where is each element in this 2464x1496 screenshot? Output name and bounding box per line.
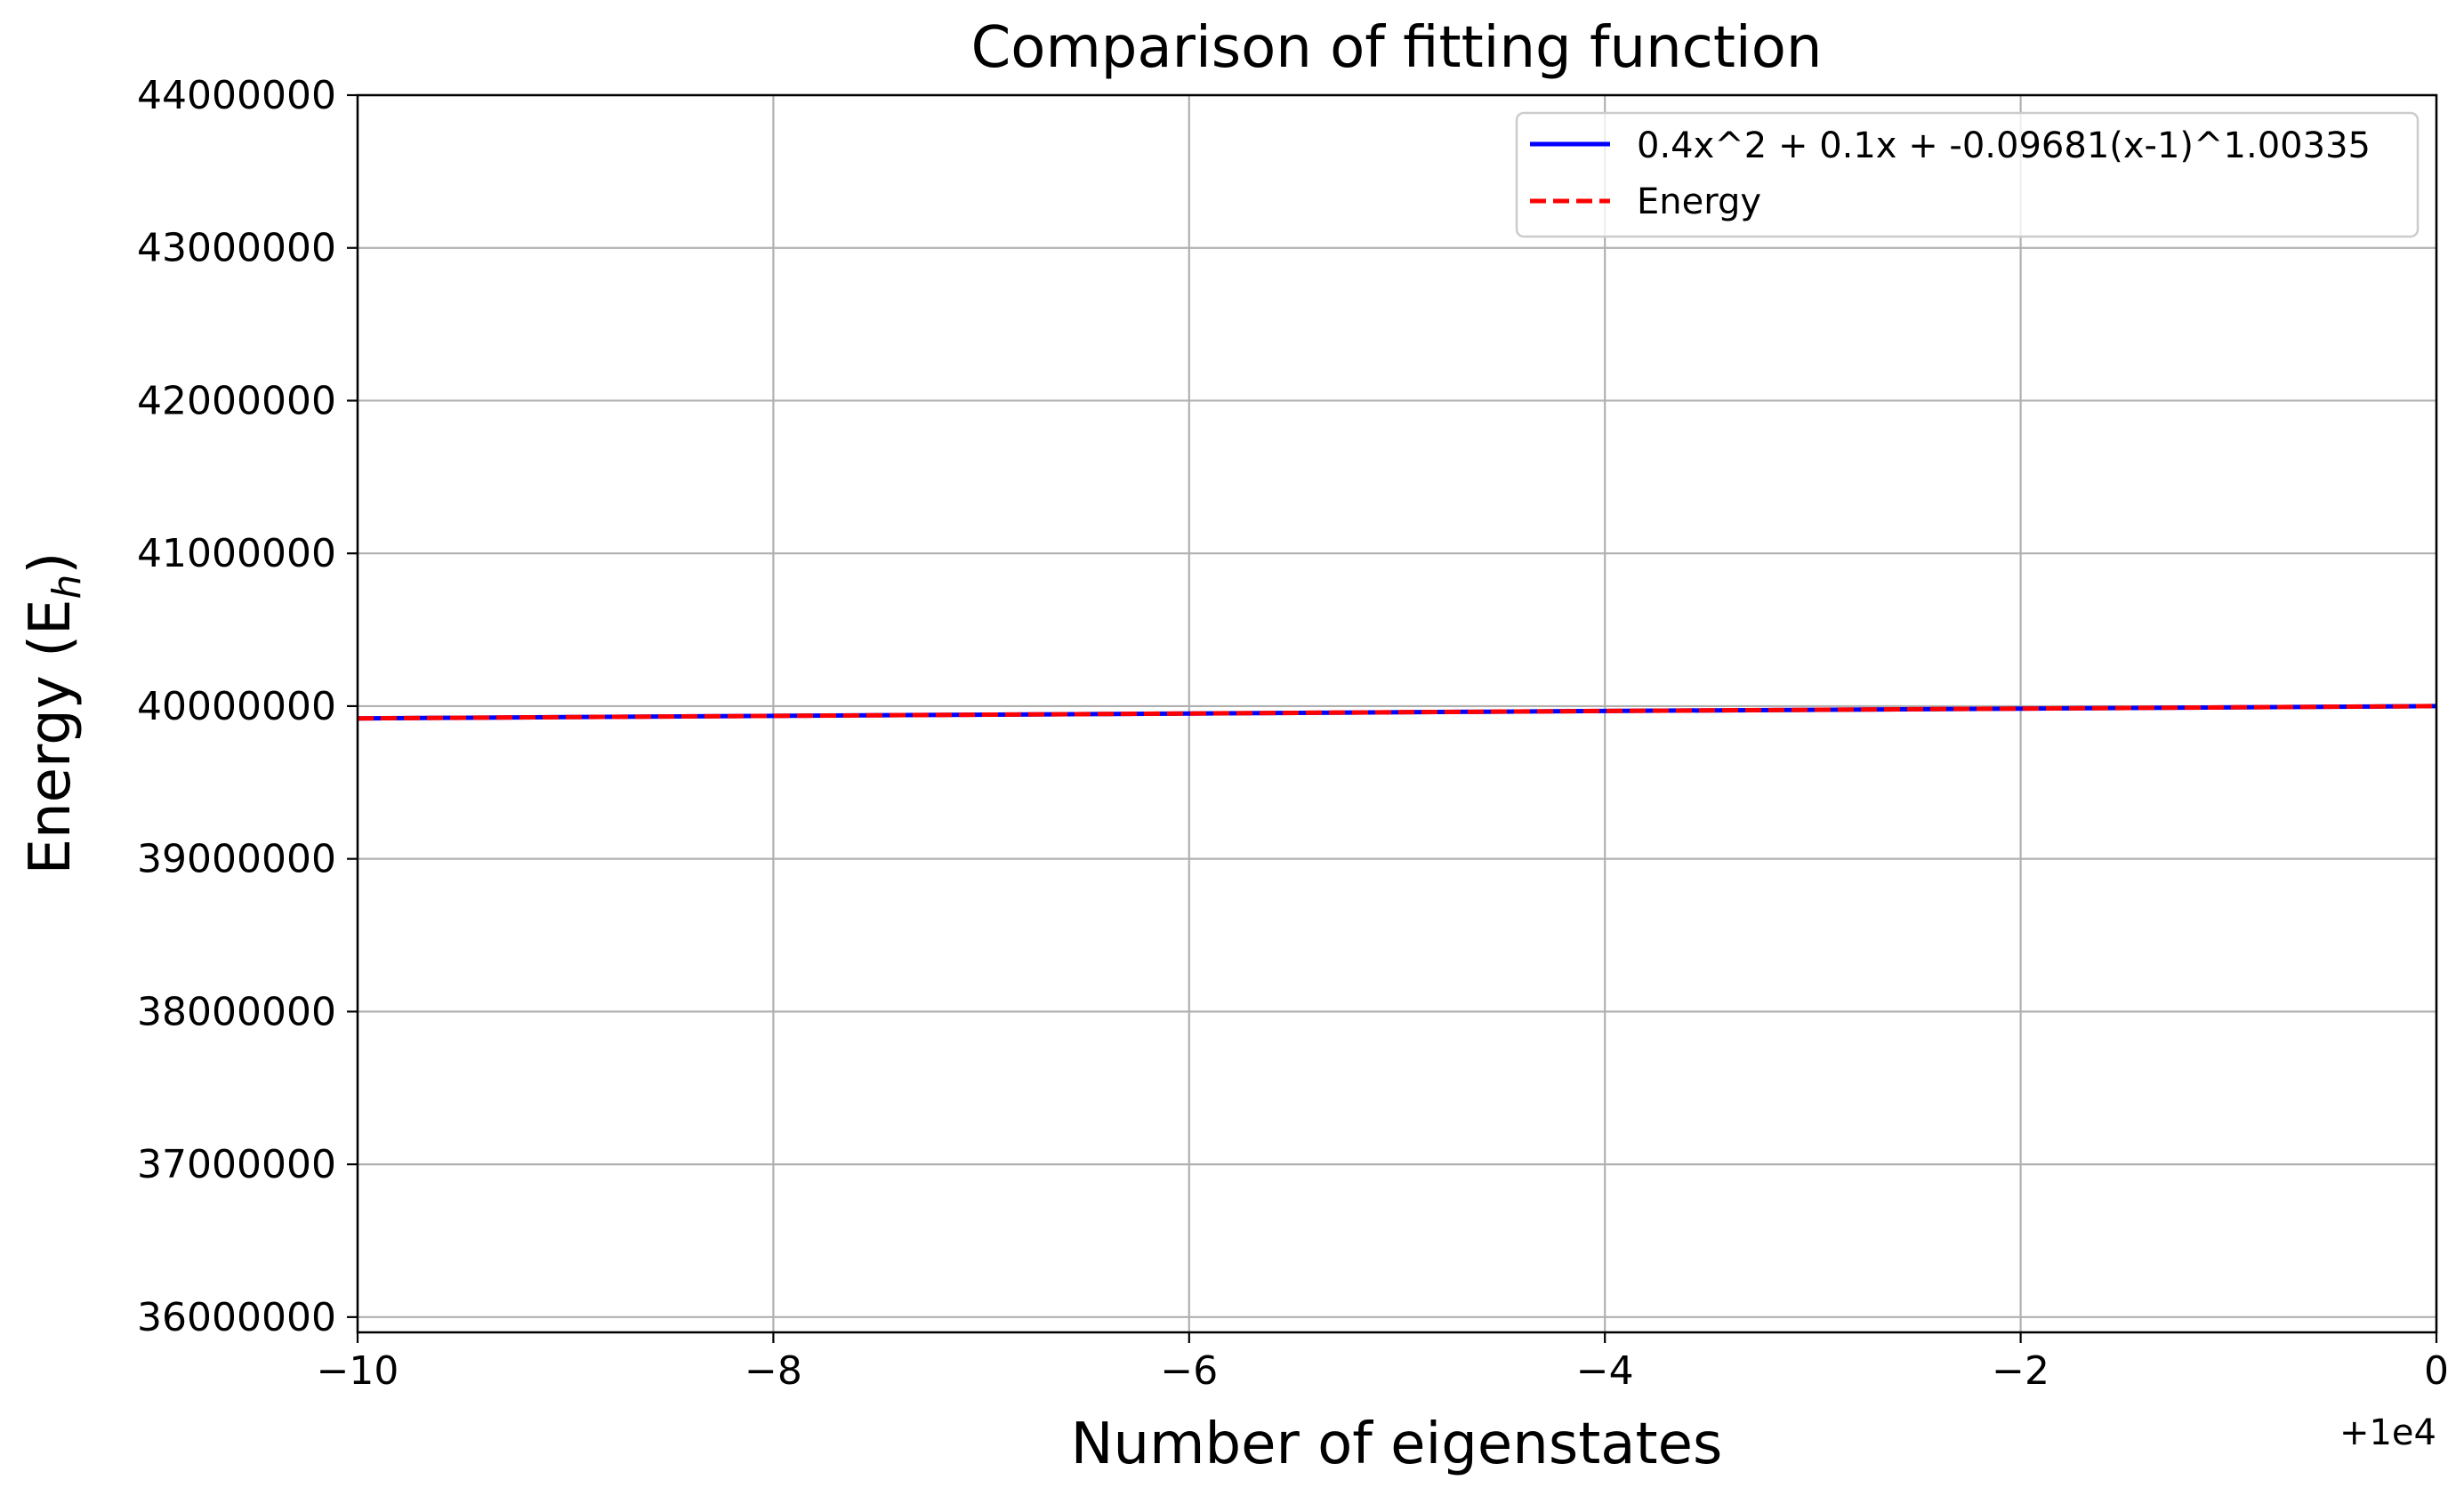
x-axis-label: Number of eigenstates: [1071, 1412, 1723, 1477]
y-axis-label-main: Energy (E: [18, 599, 84, 875]
y-tick-label: 44000000: [137, 73, 336, 118]
series-line-fit: [357, 704, 2437, 721]
legend: 0.4x^2 + 0.1x + -0.09681(x-1)^1.00335 En…: [1515, 111, 2420, 238]
x-tick-label: −8: [745, 1348, 802, 1394]
y-tick-label: 40000000: [137, 684, 336, 729]
y-axis-label-close: ): [18, 552, 84, 575]
y-tick-label: 38000000: [137, 989, 336, 1034]
x-tick-label: −2: [1992, 1348, 2049, 1394]
x-offset-label: +1e4: [2339, 1412, 2436, 1453]
y-tick-label: 41000000: [137, 531, 336, 576]
y-tick-label: 43000000: [137, 226, 336, 271]
legend-label-energy: Energy: [1637, 181, 1761, 222]
y-tick-label: 36000000: [137, 1295, 336, 1340]
x-tick-label: −4: [1576, 1348, 1634, 1394]
y-axis-label-subscript: h: [44, 575, 90, 599]
x-tick-label: −10: [317, 1348, 399, 1394]
y-axis-label: Energy (Eh): [18, 552, 90, 875]
chart-title: Comparison of fitting function: [971, 15, 1823, 81]
legend-label-fit: 0.4x^2 + 0.1x + -0.09681(x-1)^1.00335: [1637, 125, 2371, 166]
y-tick-label: 42000000: [137, 378, 336, 423]
y-tick-label: 37000000: [137, 1142, 336, 1187]
x-tick-label: 0: [2424, 1348, 2449, 1394]
legend-box: [1515, 111, 2420, 238]
x-tick-label: −6: [1160, 1348, 1218, 1394]
axis-ticks: −10 −8 −6 −4 −2 0 36000000 37000000 38000000 3900…: [137, 73, 2449, 1394]
plot-frame: [356, 93, 2438, 1334]
y-tick-label: 39000000: [137, 837, 336, 882]
plot-lines: [357, 704, 2437, 721]
